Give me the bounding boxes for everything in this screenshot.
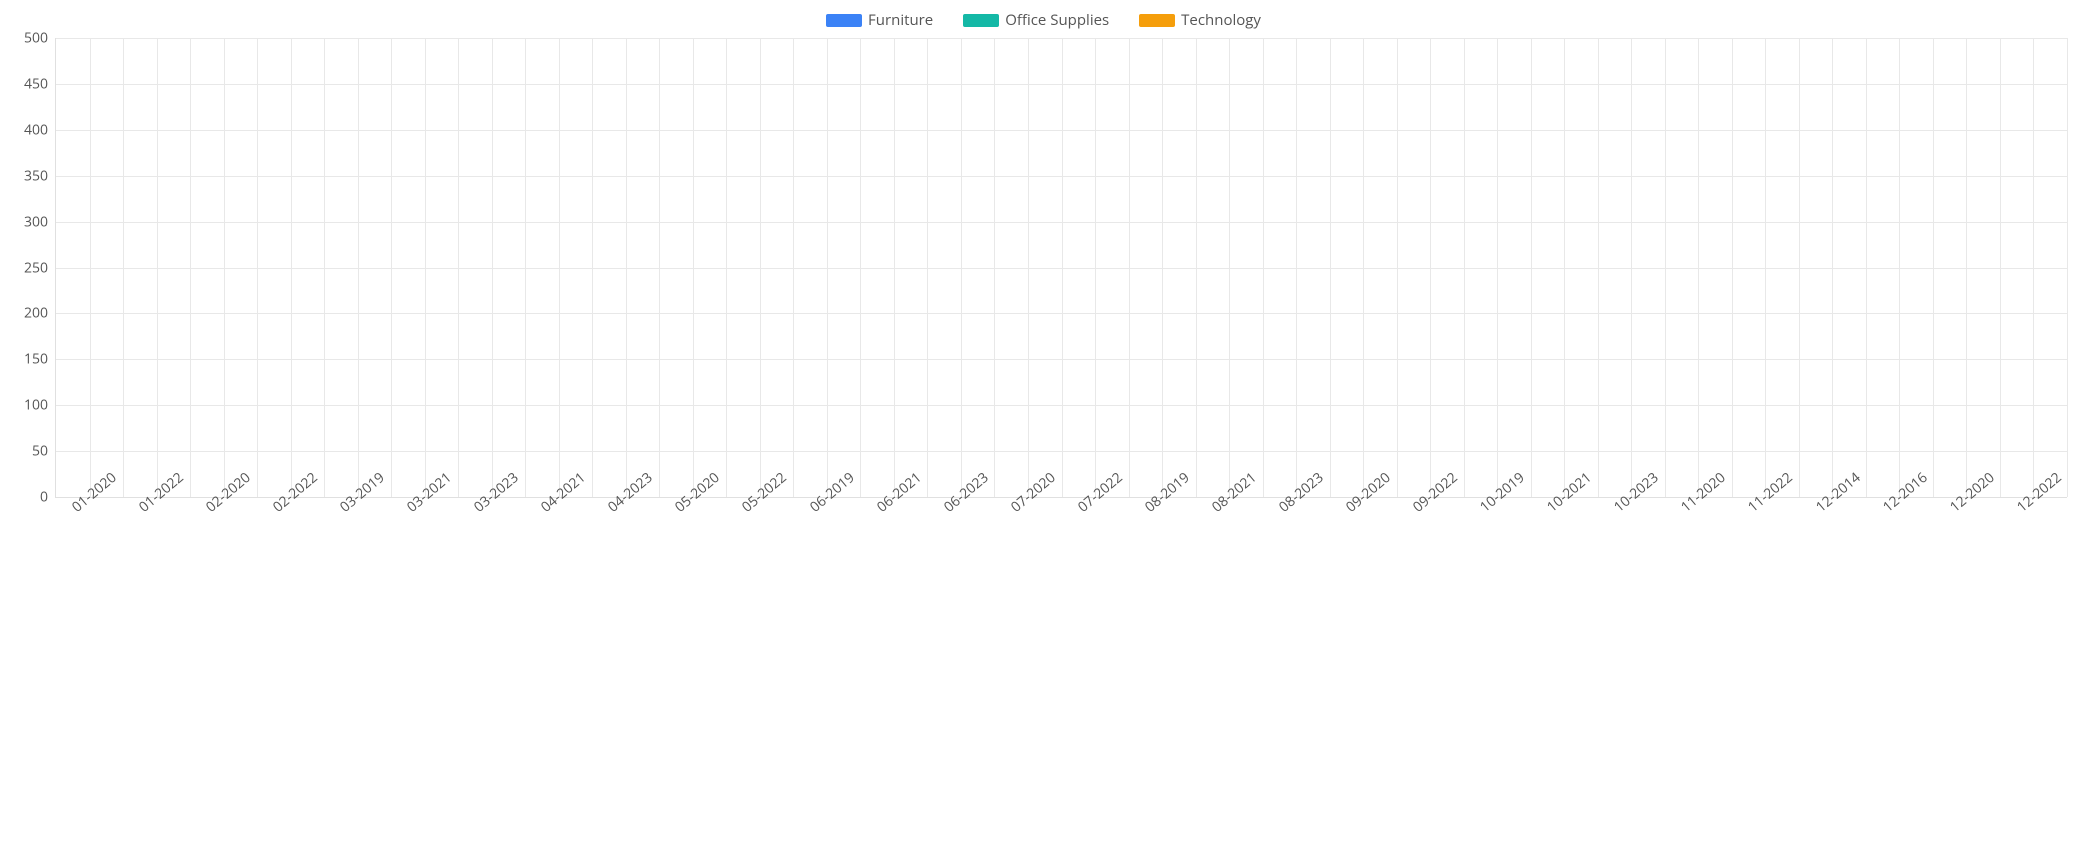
gridline-vertical — [1631, 38, 1632, 497]
gridline-vertical — [961, 38, 962, 497]
plot-wrapper: 050100150200250300350400450500 01-202001… — [10, 38, 2077, 588]
gridline-vertical — [1229, 38, 1230, 497]
gridline-vertical — [1129, 38, 1130, 497]
y-tick-label: 0 — [40, 488, 56, 507]
y-tick-label: 150 — [24, 350, 56, 369]
gridline-vertical — [90, 38, 91, 497]
gridline-vertical — [927, 38, 928, 497]
gridline-vertical — [1765, 38, 1766, 497]
stacked-bar-chart: FurnitureOffice SuppliesTechnology 05010… — [10, 10, 2077, 588]
gridline-vertical — [1966, 38, 1967, 497]
gridline-vertical — [827, 38, 828, 497]
gridline-vertical — [257, 38, 258, 497]
y-tick-label: 100 — [24, 396, 56, 415]
gridline-vertical — [2000, 38, 2001, 497]
x-axis-labels: 01-202001-202202-202002-202203-201903-20… — [55, 498, 2067, 588]
gridline-vertical — [1866, 38, 1867, 497]
gridline-vertical — [1665, 38, 1666, 497]
chart-legend: Furniture Office Supplies Technology — [10, 10, 2077, 30]
gridline-vertical — [1095, 38, 1096, 497]
gridline-vertical — [1330, 38, 1331, 497]
gridline-vertical — [1162, 38, 1163, 497]
gridline-vertical — [1732, 38, 1733, 497]
gridline-vertical — [894, 38, 895, 497]
gridline-vertical — [1363, 38, 1364, 497]
gridline-vertical — [659, 38, 660, 497]
legend-label: Furniture — [868, 10, 933, 30]
gridline-vertical — [626, 38, 627, 497]
gridline-vertical — [860, 38, 861, 497]
gridline-vertical — [1062, 38, 1063, 497]
gridline-vertical — [1196, 38, 1197, 497]
gridline-vertical — [2033, 38, 2034, 497]
plot-area: 050100150200250300350400450500 — [55, 38, 2067, 498]
legend-swatch-icon — [1139, 14, 1175, 27]
legend-item-office_supplies[interactable]: Office Supplies — [963, 10, 1109, 30]
y-tick-label: 350 — [24, 166, 56, 185]
gridline-vertical — [358, 38, 359, 497]
gridline-vertical — [224, 38, 225, 497]
gridline-vertical — [1899, 38, 1900, 497]
gridline-vertical — [458, 38, 459, 497]
gridline-vertical — [760, 38, 761, 497]
gridline-vertical — [793, 38, 794, 497]
legend-swatch-icon — [826, 14, 862, 27]
gridline-vertical — [1263, 38, 1264, 497]
gridline-vertical — [693, 38, 694, 497]
gridline-vertical — [157, 38, 158, 497]
gridline-vertical — [1698, 38, 1699, 497]
y-tick-label: 500 — [24, 29, 56, 48]
gridline-vertical — [1832, 38, 1833, 497]
gridline-vertical — [391, 38, 392, 497]
y-tick-label: 50 — [32, 442, 56, 461]
y-tick-label: 450 — [24, 74, 56, 93]
legend-label: Office Supplies — [1005, 10, 1109, 30]
gridline-vertical — [525, 38, 526, 497]
gridline-vertical — [1464, 38, 1465, 497]
legend-item-furniture[interactable]: Furniture — [826, 10, 933, 30]
gridline-vertical — [324, 38, 325, 497]
gridline-vertical — [123, 38, 124, 497]
y-tick-label: 200 — [24, 304, 56, 323]
gridline-vertical — [425, 38, 426, 497]
gridline-vertical — [291, 38, 292, 497]
gridline-vertical — [492, 38, 493, 497]
legend-item-technology[interactable]: Technology — [1139, 10, 1261, 30]
gridline-vertical — [1799, 38, 1800, 497]
gridline-vertical — [1598, 38, 1599, 497]
gridline-vertical — [726, 38, 727, 497]
gridline-vertical — [1430, 38, 1431, 497]
y-tick-label: 250 — [24, 258, 56, 277]
gridline-vertical — [1296, 38, 1297, 497]
gridline-vertical — [592, 38, 593, 497]
gridline-vertical — [994, 38, 995, 497]
legend-swatch-icon — [963, 14, 999, 27]
gridline-vertical — [1497, 38, 1498, 497]
gridline-vertical — [1564, 38, 1565, 497]
gridline-vertical — [559, 38, 560, 497]
legend-label: Technology — [1181, 10, 1261, 30]
gridline-vertical — [1397, 38, 1398, 497]
gridline-vertical — [1028, 38, 1029, 497]
gridline-vertical — [1933, 38, 1934, 497]
gridline-vertical — [190, 38, 191, 497]
gridline-vertical — [2067, 38, 2068, 497]
gridline-vertical — [1531, 38, 1532, 497]
y-tick-label: 300 — [24, 212, 56, 231]
y-tick-label: 400 — [24, 120, 56, 139]
